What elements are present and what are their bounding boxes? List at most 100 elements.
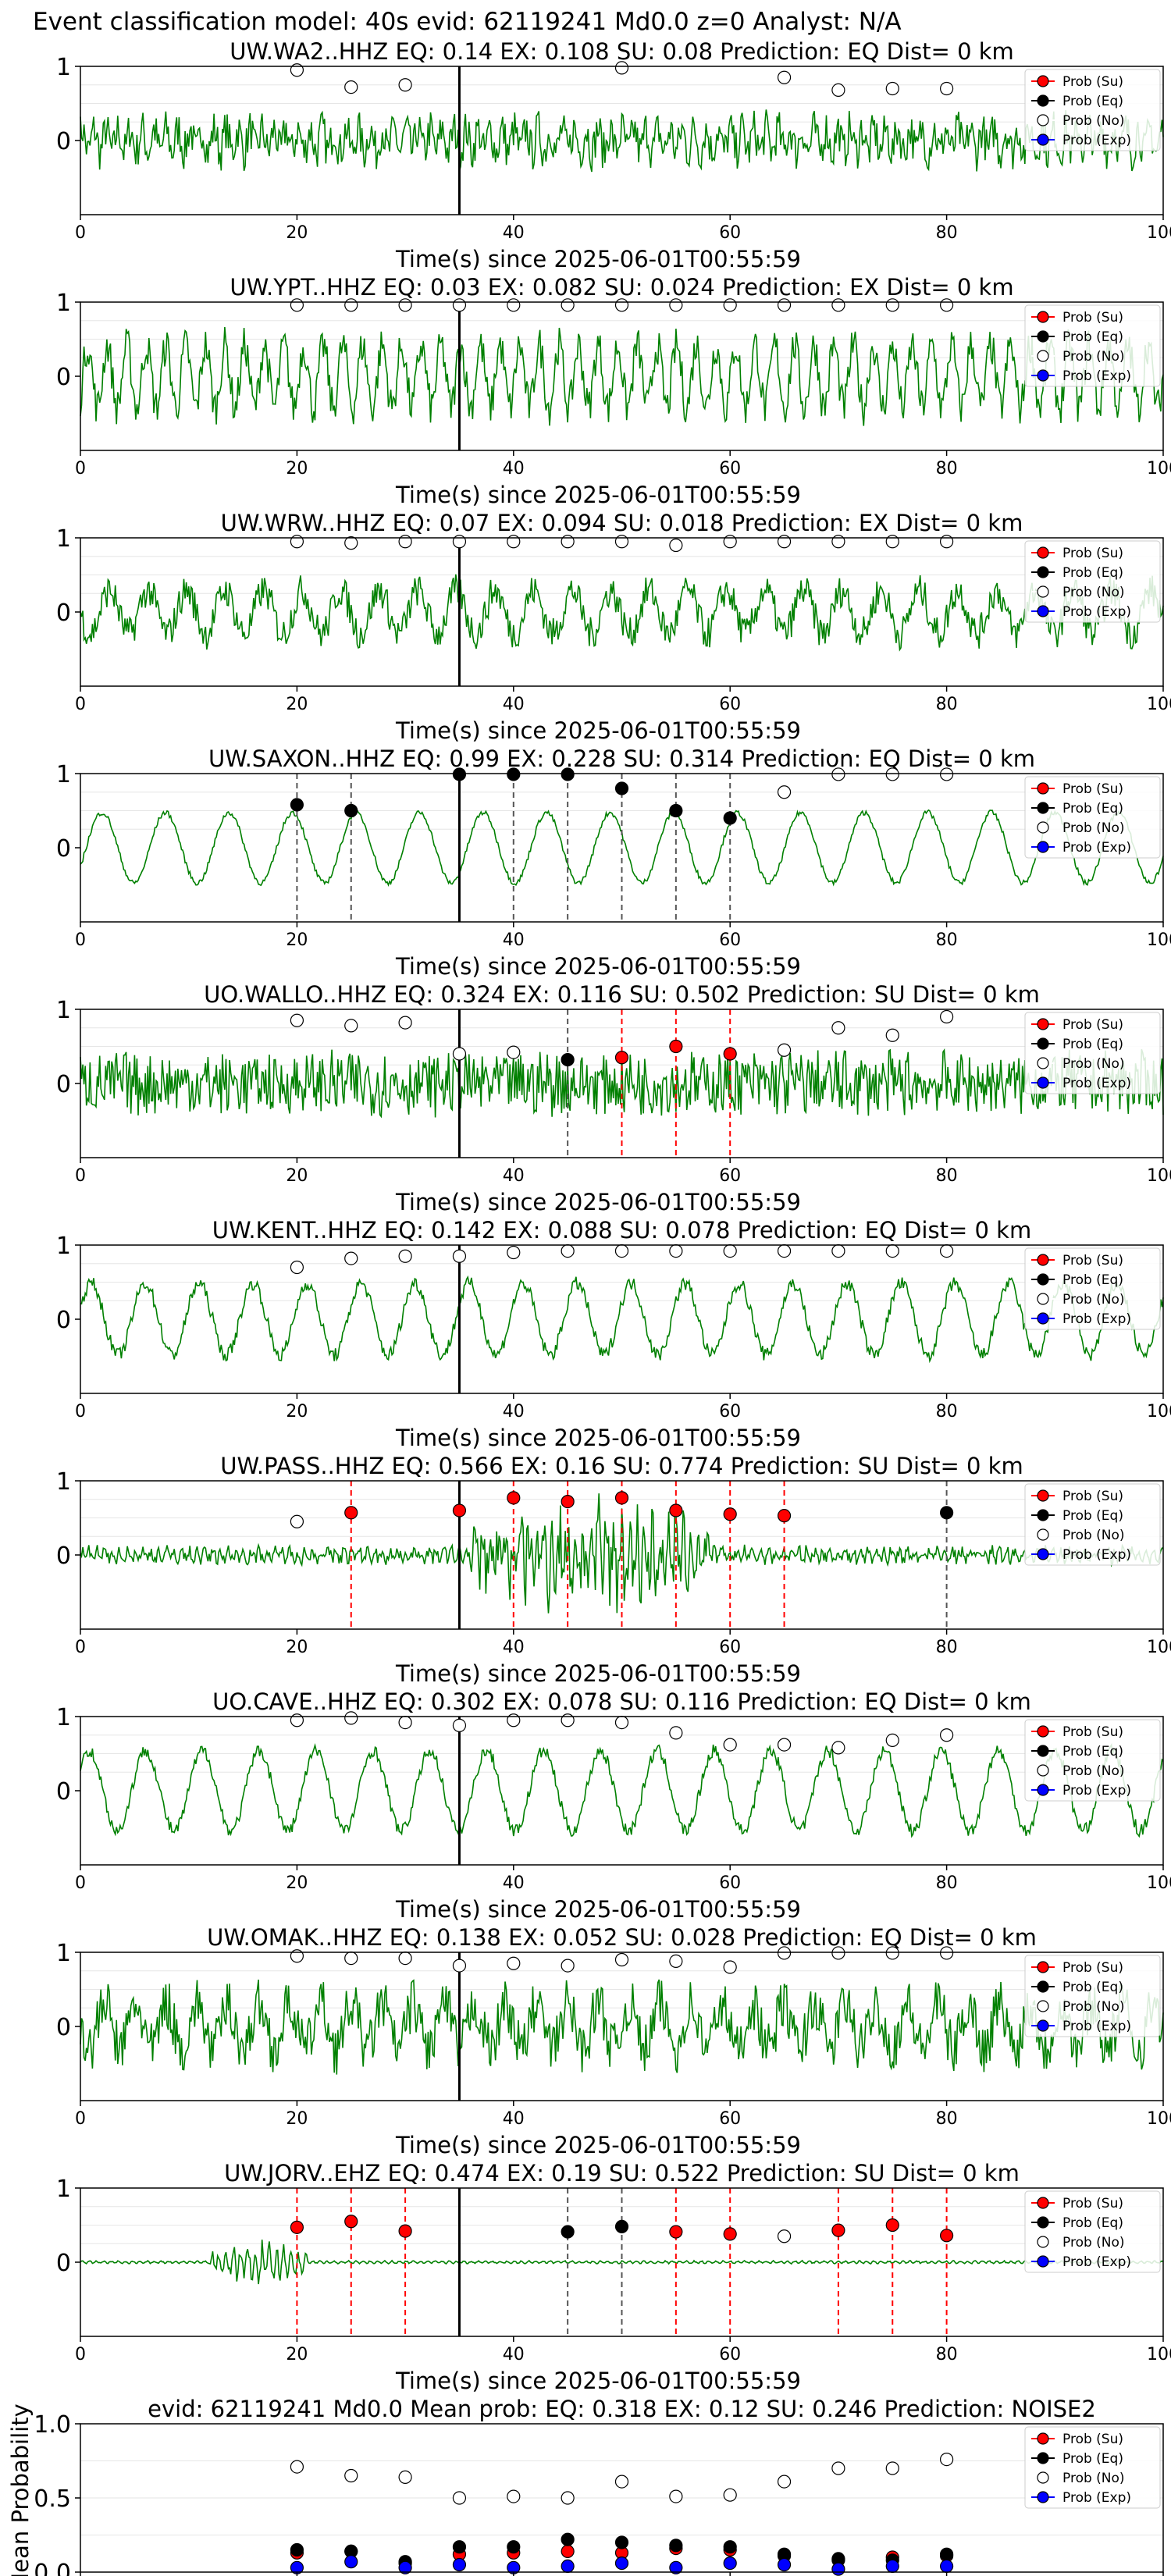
prob-marker-eq xyxy=(669,803,683,818)
prob-marker-no xyxy=(614,298,629,312)
prob-marker-no xyxy=(507,298,521,312)
x-tick-label: 80 xyxy=(936,930,958,950)
legend-marker-su xyxy=(1037,1254,1049,1266)
legend-marker-exp xyxy=(1037,369,1049,382)
subplot-title: UW.PASS..HHZ EQ: 0.566 EX: 0.16 SU: 0.77… xyxy=(220,1453,1023,1479)
prob-marker-no xyxy=(561,298,575,312)
legend-label: Prob (Su) xyxy=(1062,74,1123,90)
prob-marker-no xyxy=(939,535,954,549)
x-axis-label: Time(s) since 2025-06-01T00:55:59 xyxy=(395,482,801,508)
legend-marker-no xyxy=(1037,2236,1049,2248)
legend-marker-eq xyxy=(1037,2452,1049,2464)
prob-marker-no xyxy=(507,1245,521,1260)
subplot-title: UO.WALLO..HHZ EQ: 0.324 EX: 0.116 SU: 0.… xyxy=(204,981,1040,1008)
y-tick-label: 0 xyxy=(56,1071,71,1098)
prob-marker-no xyxy=(777,1043,792,1057)
x-tick-label: 100 xyxy=(1147,2109,1171,2129)
prob-marker-no xyxy=(831,1021,845,1035)
mean-prob-marker-exp xyxy=(939,2559,954,2573)
waveform-trace xyxy=(80,1979,1164,2075)
mean-prob-marker-no xyxy=(452,2491,467,2505)
y-tick-label: 1 xyxy=(56,1233,71,1260)
legend-label: Prob (Eq) xyxy=(1062,801,1123,817)
legend-label: Prob (Eq) xyxy=(1062,565,1123,581)
prob-marker-no xyxy=(452,535,467,549)
x-tick-label: 80 xyxy=(936,1873,958,1893)
legend-label: Prob (No) xyxy=(1062,2235,1125,2250)
mean-prob-marker-su xyxy=(561,2544,575,2558)
prob-marker-no xyxy=(939,767,954,781)
prob-marker-eq xyxy=(561,2225,575,2239)
mean-prob-marker-eq xyxy=(669,2539,683,2553)
x-tick-label: 20 xyxy=(286,1638,308,1657)
legend-label: Prob (Su) xyxy=(1062,1253,1123,1268)
prob-marker-su xyxy=(507,1491,521,1505)
legend-marker-exp xyxy=(1037,1312,1049,1325)
y-tick-label: 1 xyxy=(56,2176,71,2203)
legend-box xyxy=(1024,1012,1161,1094)
x-tick-label: 80 xyxy=(936,1638,958,1657)
legend-label: Prob (No) xyxy=(1062,1056,1125,1072)
subplot-1: UW.YPT..HHZ EQ: 0.03 EX: 0.082 SU: 0.024… xyxy=(56,274,1171,508)
legend-box xyxy=(1024,69,1161,151)
legend-marker-no xyxy=(1037,1764,1049,1777)
prob-marker-no xyxy=(723,1244,737,1258)
prob-marker-eq xyxy=(344,803,358,818)
legend-label: Prob (Su) xyxy=(1062,546,1123,561)
legend-label: Prob (Su) xyxy=(1062,781,1123,797)
subplot-8: UW.OMAK..HHZ EQ: 0.138 EX: 0.052 SU: 0.0… xyxy=(56,1924,1171,2158)
prob-marker-eq xyxy=(723,811,737,825)
mean-prob-marker-no xyxy=(398,2470,412,2484)
x-tick-label: 40 xyxy=(503,1166,525,1186)
legend-marker-su xyxy=(1037,1725,1049,1738)
legend-label: Prob (Exp) xyxy=(1062,840,1131,856)
waveform-trace xyxy=(80,1742,1164,1838)
y-tick-label: 0.5 xyxy=(34,2485,71,2513)
prob-marker-no xyxy=(614,1244,629,1258)
x-tick-label: 60 xyxy=(719,695,741,714)
prob-marker-no xyxy=(669,1244,683,1258)
legend-marker-exp xyxy=(1037,1076,1049,1089)
y-tick-label: 0 xyxy=(56,600,71,627)
prob-marker-no xyxy=(723,535,737,549)
subplot-9: UW.JORV..EHZ EQ: 0.474 EX: 0.19 SU: 0.52… xyxy=(56,2160,1171,2394)
x-tick-label: 40 xyxy=(503,930,525,950)
x-tick-label: 20 xyxy=(286,2345,308,2364)
x-tick-label: 0 xyxy=(75,2109,86,2129)
legend-marker-eq xyxy=(1037,1980,1049,1993)
subplot-6: UW.PASS..HHZ EQ: 0.566 EX: 0.16 SU: 0.77… xyxy=(56,1453,1171,1687)
x-axis-label: Time(s) since 2025-06-01T00:55:59 xyxy=(395,1660,801,1687)
mean-prob-marker-eq xyxy=(507,2540,521,2554)
legend-label: Prob (No) xyxy=(1062,1292,1125,1308)
x-tick-label: 80 xyxy=(936,1402,958,1421)
y-tick-label: 0 xyxy=(56,1542,71,1570)
legend-label: Prob (Su) xyxy=(1062,1960,1123,1976)
x-tick-label: 80 xyxy=(936,2109,958,2129)
axes-frame xyxy=(80,66,1164,215)
legend-marker-eq xyxy=(1037,1745,1049,1757)
legend-marker-su xyxy=(1037,75,1049,87)
prob-marker-no xyxy=(344,1251,358,1265)
x-tick-label: 60 xyxy=(719,1166,741,1186)
x-tick-label: 80 xyxy=(936,1166,958,1186)
legend-label: Prob (Exp) xyxy=(1062,2490,1131,2506)
x-tick-label: 80 xyxy=(936,223,958,243)
prob-marker-no xyxy=(723,1738,737,1752)
prob-marker-no xyxy=(614,1952,629,1967)
x-tick-label: 0 xyxy=(75,930,86,950)
subplot-title: UW.JORV..EHZ EQ: 0.474 EX: 0.19 SU: 0.52… xyxy=(224,2160,1020,2186)
mean-prob-marker-eq xyxy=(290,2542,304,2557)
x-tick-label: 100 xyxy=(1147,459,1171,479)
legend-label: Prob (No) xyxy=(1062,2471,1125,2486)
prob-marker-no xyxy=(939,1244,954,1258)
x-tick-label: 20 xyxy=(286,1166,308,1186)
subplot-title: UW.WRW..HHZ EQ: 0.07 EX: 0.094 SU: 0.018… xyxy=(221,510,1023,536)
prob-marker-su xyxy=(777,1509,792,1523)
legend-label: Prob (Eq) xyxy=(1062,2215,1123,2231)
prob-marker-no xyxy=(507,1956,521,1970)
mean-prob-marker-no xyxy=(290,2460,304,2474)
legend-box xyxy=(1024,540,1161,623)
prob-marker-no xyxy=(777,2229,792,2243)
prob-marker-eq xyxy=(614,2219,629,2233)
legend-label: Prob (Exp) xyxy=(1062,368,1131,384)
